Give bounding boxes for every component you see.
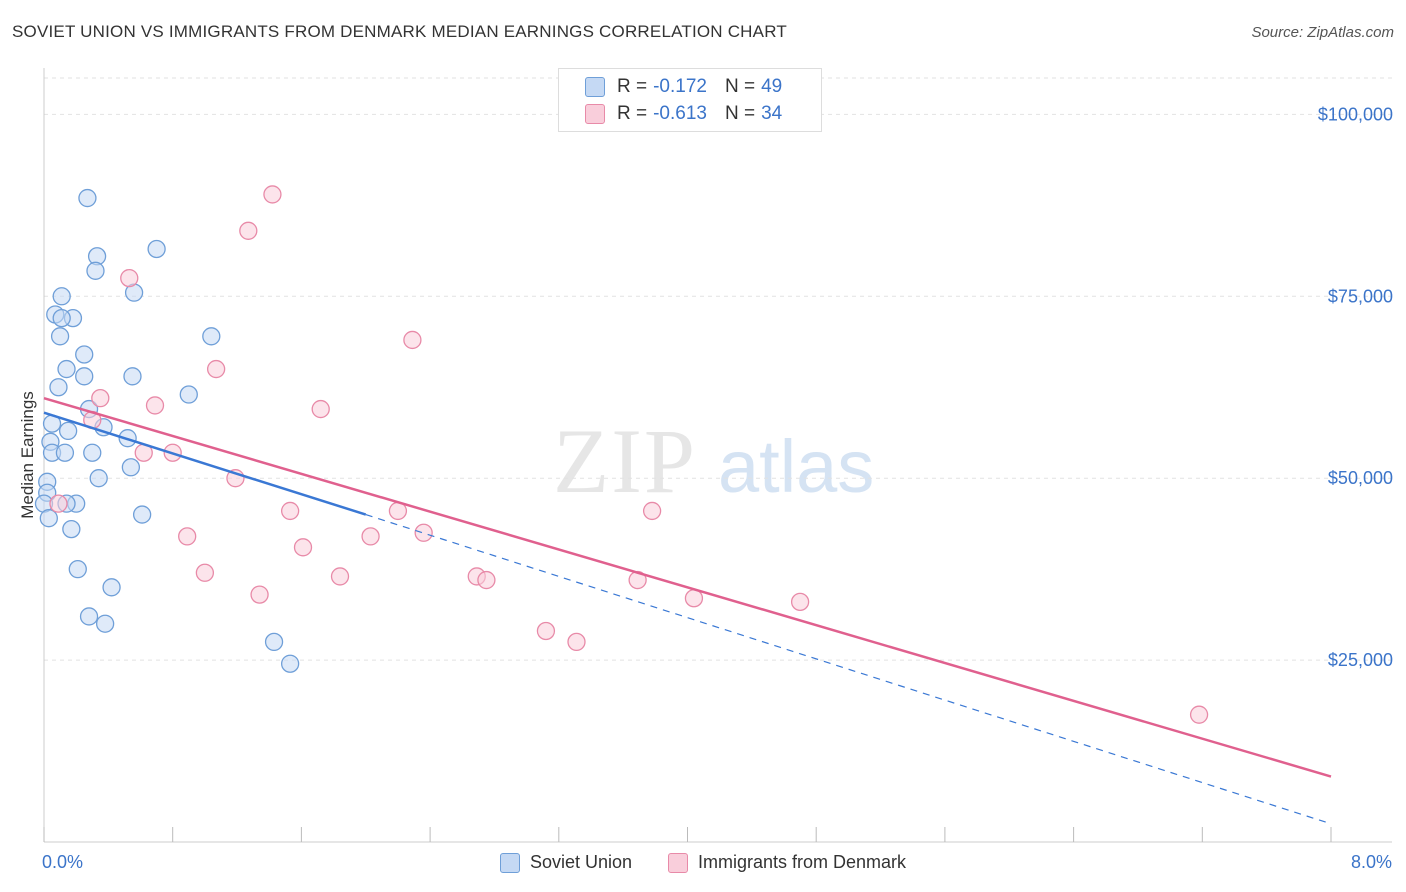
denmark-point: [250, 585, 269, 604]
soviet-trend-extension: [365, 514, 1332, 825]
legend-n-value: 49: [761, 76, 783, 97]
denmark-point: [293, 538, 313, 557]
soviet-union-point: [179, 385, 198, 404]
soviet-union-point: [50, 327, 70, 346]
soviet-union-point: [57, 359, 76, 379]
soviet-trend-line: [43, 411, 367, 516]
series-swatch-soviet: [499, 852, 520, 873]
watermark-atlas: atlas: [718, 425, 874, 508]
denmark-point: [263, 185, 282, 204]
soviet-union-point: [280, 654, 300, 673]
soviet-union-point: [79, 607, 99, 626]
soviet-union-point: [86, 261, 105, 280]
soviet-union-point: [264, 632, 284, 652]
denmark-point: [330, 567, 350, 586]
series-name-soviet: Soviet Union: [529, 852, 632, 872]
denmark-point: [536, 621, 556, 641]
soviet-union-point: [52, 308, 71, 328]
denmark-point: [403, 330, 422, 350]
legend-n-value: 34: [761, 103, 783, 124]
series-legend-soviet: Soviet Union: [499, 852, 632, 873]
denmark-point: [195, 563, 215, 582]
soviet-union-point: [52, 287, 71, 306]
y-tick-label: $25,000: [1328, 650, 1393, 670]
soviet-union-point: [75, 345, 94, 364]
denmark-point: [239, 221, 258, 240]
soviet-union-point: [62, 519, 81, 539]
watermark-zip: ZIP: [553, 410, 697, 512]
denmark-point: [311, 399, 330, 419]
soviet-union-point: [49, 378, 68, 397]
denmark-point: [145, 396, 165, 415]
soviet-union-point: [147, 239, 166, 259]
denmark-trend-line: [43, 396, 1332, 778]
denmark-point: [206, 359, 226, 379]
soviet-union-point: [132, 505, 152, 524]
soviet-union-point: [39, 509, 58, 528]
series-swatch-denmark: [668, 852, 688, 873]
soviet-union-point: [83, 443, 102, 462]
denmark-point: [567, 632, 586, 652]
legend-row-soviet: R = -0.172 N = 49: [585, 74, 782, 100]
trend-lines: [43, 396, 1332, 825]
denmark-point: [414, 523, 433, 542]
legend-r-value: -0.172: [653, 76, 707, 97]
denmark-point: [361, 527, 380, 546]
grid: [44, 77, 1392, 661]
y-tick-labels: $25,000 $50,000 $75,000 $100,000: [1318, 104, 1393, 670]
x-tick-label-max: 8.0%: [1350, 852, 1392, 872]
x-tick-label-min: 0.0%: [42, 852, 84, 872]
soviet-union-point: [75, 367, 94, 386]
soviet-union-point: [78, 188, 97, 208]
legend-n-label: N =: [724, 76, 756, 97]
denmark-point: [49, 494, 68, 513]
denmark-point: [642, 501, 662, 521]
soviet-union-point: [102, 578, 121, 597]
series-name-denmark: Immigrants from Denmark: [698, 852, 907, 872]
correlation-legend: R = -0.172 N = 49 R = -0.613 N = 34: [558, 68, 822, 132]
legend-r-label: R =: [617, 76, 648, 97]
soviet-union-point: [55, 443, 75, 462]
watermark: ZIP atlas: [553, 410, 874, 512]
denmark-point: [280, 501, 300, 521]
series-legend-denmark: Immigrants from Denmark: [668, 852, 906, 873]
soviet-union-point: [202, 327, 221, 346]
legend-swatch-denmark: [585, 104, 605, 124]
soviet-union-point: [89, 469, 108, 488]
soviet-union-point: [121, 458, 141, 477]
source-label: Source: ZipAtlas.com: [1251, 24, 1394, 41]
denmark-point: [178, 527, 197, 546]
denmark-point: [477, 570, 496, 590]
legend-row-denmark: R = -0.613 N = 34: [585, 101, 782, 127]
denmark-point: [120, 268, 139, 288]
soviet-union-point: [68, 559, 87, 579]
legend-swatch-soviet: [585, 77, 605, 97]
legend-r-label: R =: [617, 103, 648, 124]
denmark-point: [91, 389, 110, 408]
legend-r-value: -0.613: [653, 103, 707, 124]
soviet-union-point: [95, 614, 115, 633]
denmark-point: [684, 589, 704, 608]
soviet-union-point: [123, 367, 142, 386]
denmark-point: [790, 592, 810, 612]
denmark-points: [49, 185, 1209, 724]
y-tick-label: $75,000: [1328, 286, 1393, 306]
soviet-union-point: [58, 421, 78, 441]
legend-n-label: N =: [724, 103, 756, 124]
y-tick-label: $100,000: [1318, 104, 1393, 124]
denmark-point: [1189, 705, 1209, 724]
series-legend: Soviet Union Immigrants from Denmark: [0, 852, 1406, 873]
chart-title: SOVIET UNION VS IMMIGRANTS FROM DENMARK …: [12, 22, 787, 41]
y-tick-label: $50,000: [1328, 468, 1393, 488]
